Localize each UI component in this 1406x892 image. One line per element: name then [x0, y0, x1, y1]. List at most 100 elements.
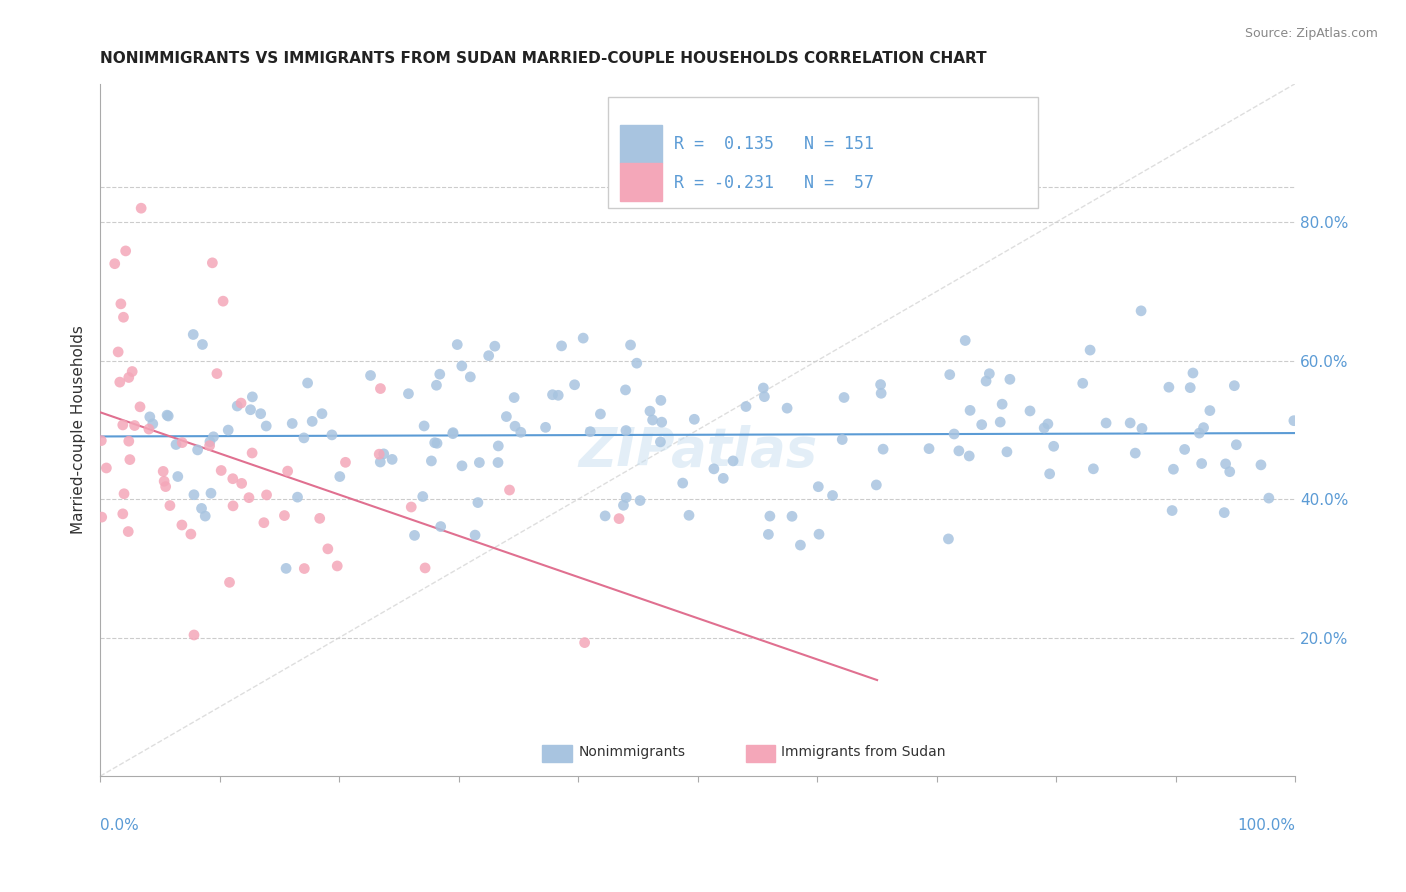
Point [370, 382, 392, 396]
Point [1250, 458, 1272, 472]
Point [321, 428, 343, 442]
Point [831, 433, 853, 447]
Point [326, 558, 349, 573]
Point [201, 256, 224, 270]
Point [948, 443, 970, 458]
Point [970, 417, 993, 432]
Point [118, 452, 141, 467]
Point [1161, 503, 1184, 517]
Point [117, 524, 139, 539]
Point [112, 310, 135, 325]
Point [399, 500, 422, 514]
Point [1192, 420, 1215, 434]
Point [808, 527, 831, 541]
Point [205, 367, 228, 381]
Point [735, 400, 758, 414]
Point [172, 435, 194, 450]
Point [142, 417, 165, 431]
Point [292, 431, 315, 445]
Point [111, 507, 134, 521]
Point [253, 516, 276, 530]
Point [311, 407, 333, 421]
Point [96, 461, 118, 475]
Point [995, 445, 1018, 459]
Point [503, 419, 526, 434]
Point [495, 409, 517, 424]
Point [1019, 404, 1042, 418]
Point [217, 423, 239, 437]
Point [484, 339, 506, 353]
Point [752, 381, 775, 395]
Point [240, 446, 263, 460]
Point [104, 257, 127, 271]
Point [626, 356, 648, 370]
Point [614, 491, 637, 505]
Point [1157, 380, 1180, 394]
Point [918, 442, 941, 456]
Point [1213, 506, 1236, 520]
Point [651, 415, 673, 429]
Point [628, 493, 651, 508]
Point [183, 628, 205, 642]
Point [373, 447, 395, 461]
Point [467, 495, 489, 509]
Text: Immigrants from Sudan: Immigrants from Sudan [782, 745, 946, 759]
Text: R = -0.231   N =  57: R = -0.231 N = 57 [673, 174, 875, 192]
Point [426, 436, 449, 450]
Point [191, 337, 214, 351]
Point [301, 414, 323, 428]
Point [166, 469, 188, 483]
Point [1163, 462, 1185, 476]
Point [1033, 421, 1056, 435]
Point [1042, 439, 1064, 453]
Point [1095, 416, 1118, 430]
Point [870, 386, 893, 401]
Point [865, 478, 887, 492]
Point [547, 388, 569, 402]
Point [202, 430, 225, 444]
Point [118, 434, 141, 449]
Point [998, 372, 1021, 386]
Point [509, 425, 531, 440]
Point [832, 391, 855, 405]
Point [1215, 457, 1237, 471]
Point [614, 383, 637, 397]
Point [638, 404, 661, 418]
Point [572, 331, 595, 345]
Point [238, 491, 260, 505]
FancyBboxPatch shape [620, 125, 662, 163]
Point [780, 509, 803, 524]
Point [200, 486, 222, 500]
Point [541, 388, 564, 402]
Point [1223, 378, 1246, 392]
Point [1225, 438, 1247, 452]
Point [759, 509, 782, 524]
Point [413, 561, 436, 575]
Point [212, 294, 235, 309]
Point [218, 575, 240, 590]
Point [180, 527, 202, 541]
Point [1130, 421, 1153, 435]
Point [281, 417, 304, 431]
FancyBboxPatch shape [543, 745, 572, 763]
Point [807, 480, 830, 494]
Point [170, 518, 193, 533]
Point [1123, 446, 1146, 460]
Point [589, 407, 612, 421]
Point [153, 475, 176, 489]
Point [1181, 366, 1204, 380]
Point [1199, 403, 1222, 417]
Point [398, 386, 420, 401]
Point [1071, 376, 1094, 391]
Point [943, 427, 966, 442]
Point [274, 561, 297, 575]
Point [957, 449, 980, 463]
Point [974, 374, 997, 388]
Point [277, 464, 299, 478]
Point [1119, 416, 1142, 430]
Point [254, 419, 277, 434]
Point [486, 439, 509, 453]
Point [231, 476, 253, 491]
Point [198, 434, 221, 449]
Point [534, 420, 557, 434]
